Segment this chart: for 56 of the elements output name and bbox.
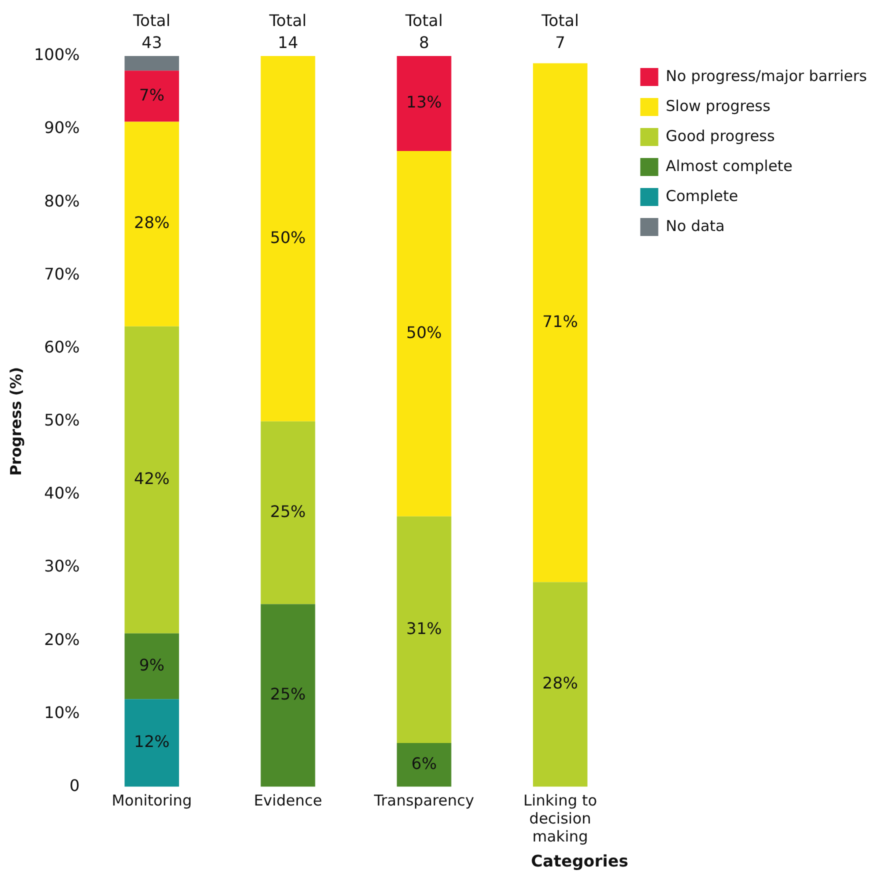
bar — [260, 421, 316, 604]
data-label: 13% — [406, 92, 442, 112]
total-label: Total 8 — [404, 11, 443, 52]
y-axis-title: Progress (%) — [6, 366, 25, 476]
data-label: 9% — [139, 655, 165, 674]
bar — [124, 122, 180, 326]
data-label: 7% — [139, 85, 165, 104]
bar — [124, 70, 180, 122]
x-tick-label: Monitoring — [112, 792, 192, 810]
y-tick-label: 70% — [44, 264, 80, 284]
bar — [124, 633, 180, 700]
legend-label: No progress/major barriers — [666, 66, 868, 85]
bar — [260, 56, 316, 422]
y-tick-label: 90% — [44, 118, 80, 138]
total-label: Total 43 — [132, 11, 170, 52]
x-axis-title: Categories — [531, 852, 628, 871]
data-label: 25% — [270, 684, 306, 704]
total-label: Total 14 — [268, 11, 307, 52]
legend-label: No data — [666, 216, 725, 235]
bar — [396, 516, 452, 743]
legend-label: Complete — [666, 186, 738, 205]
legend-label: Good progress — [666, 126, 775, 145]
data-label: 28% — [542, 674, 578, 693]
y-tick-label: 10% — [44, 702, 80, 722]
data-label: 12% — [134, 732, 170, 752]
bar — [532, 582, 588, 787]
x-tick-label: Evidence — [254, 792, 322, 810]
y-tick-label: 80% — [44, 191, 80, 210]
bar — [532, 63, 588, 582]
bar — [124, 326, 180, 634]
legend-label: Slow progress — [666, 96, 771, 115]
data-label: 42% — [134, 469, 170, 488]
bar — [396, 56, 452, 152]
bar — [260, 604, 316, 787]
x-tick-label: Transparency — [373, 792, 474, 810]
data-label: 25% — [270, 502, 306, 521]
bar — [124, 56, 180, 71]
data-label: 50% — [270, 228, 306, 247]
total-label: Total 7 — [540, 11, 579, 52]
y-tick-label: 0 — [70, 776, 80, 795]
bar — [124, 699, 180, 787]
bar — [396, 742, 452, 787]
y-tick-label: 60% — [44, 337, 80, 356]
data-label: 28% — [134, 213, 170, 232]
data-label: 31% — [406, 618, 442, 638]
y-tick-label: 40% — [44, 484, 80, 503]
data-label: 71% — [542, 312, 578, 331]
legend-label: Almost complete — [666, 156, 793, 175]
y-tick-label: 30% — [44, 556, 80, 576]
bar — [396, 151, 452, 516]
x-tick-label: Linking to decision making — [523, 792, 598, 846]
y-tick-label: 50% — [44, 410, 80, 430]
y-tick-label: 100% — [34, 45, 80, 64]
y-tick-label: 20% — [44, 630, 80, 649]
data-label: 50% — [406, 322, 442, 342]
data-label: 6% — [411, 754, 437, 774]
